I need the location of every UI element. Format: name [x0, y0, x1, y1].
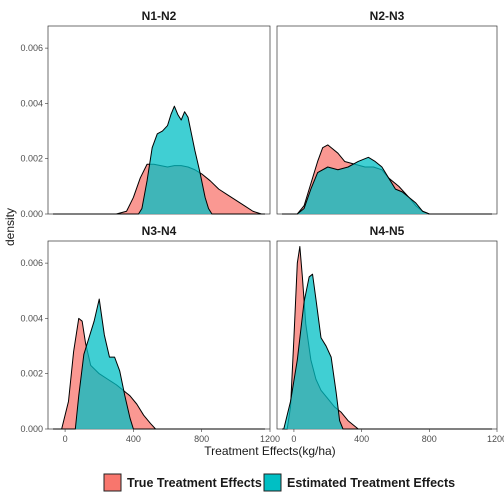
y-tick-label: 0.002: [20, 369, 43, 379]
panels-layer: N1-N2 N2-N3 N3-N4 N4-N5: [47, 9, 498, 430]
x-tick-label: 800: [194, 434, 209, 444]
panel-title: N3-N4: [142, 224, 177, 238]
legend-key-true: [103, 473, 122, 492]
panel-title: N2-N3: [370, 9, 405, 23]
legend-label-true: True Treatment Effects: [127, 476, 262, 490]
density-area-estimated-effects: [282, 274, 492, 429]
x-tick-label: 800: [422, 434, 437, 444]
density-line-estimated-effects: [53, 298, 265, 430]
panel-title: N1-N2: [142, 9, 177, 23]
panel-n4-n5: N4-N5: [276, 224, 498, 430]
x-tick-label: 0: [291, 434, 296, 444]
panel-n3-n4: N3-N4: [47, 224, 271, 430]
legend-key-estimated: [263, 473, 282, 492]
density-line-estimated-effects: [282, 273, 492, 430]
y-tick-label: 0.004: [20, 313, 43, 323]
panel-title: N4-N5: [370, 224, 405, 238]
x-tick-label: 1200: [487, 434, 504, 444]
density-area-estimated-effects: [53, 106, 265, 214]
axes-layer: 0.000 0.002 0.004 0.006 0 400 800 1200 0.000 0.00…: [20, 43, 504, 444]
panel-n1-n2: N1-N2: [47, 9, 271, 215]
y-tick-label: 0.000: [20, 424, 43, 434]
x-tick-label: 0: [63, 434, 68, 444]
y-tick-label: 0.002: [20, 154, 43, 164]
y-tick-label: 0.006: [20, 43, 43, 53]
x-tick-label: 1200: [260, 434, 280, 444]
density-line-estimated-effects: [53, 105, 265, 215]
y-tick-label: 0.004: [20, 98, 43, 108]
y-tick-label: 0.006: [20, 258, 43, 268]
legend: True Treatment Effects Estimated Treatme…: [103, 473, 455, 492]
x-tick-label: 400: [126, 434, 141, 444]
y-tick-label: 0.000: [20, 209, 43, 219]
density-line-estimated-effects: [282, 156, 492, 215]
x-axis-title: Treatment Effects(kg/ha): [204, 444, 335, 458]
panel-n2-n3: N2-N3: [276, 9, 498, 215]
y-axis-title: density: [3, 208, 17, 246]
x-tick-label: 400: [354, 434, 369, 444]
density-area-estimated-effects: [282, 157, 492, 214]
legend-label-estimated: Estimated Treatment Effects: [287, 476, 455, 490]
density-area-estimated-effects: [53, 299, 265, 429]
